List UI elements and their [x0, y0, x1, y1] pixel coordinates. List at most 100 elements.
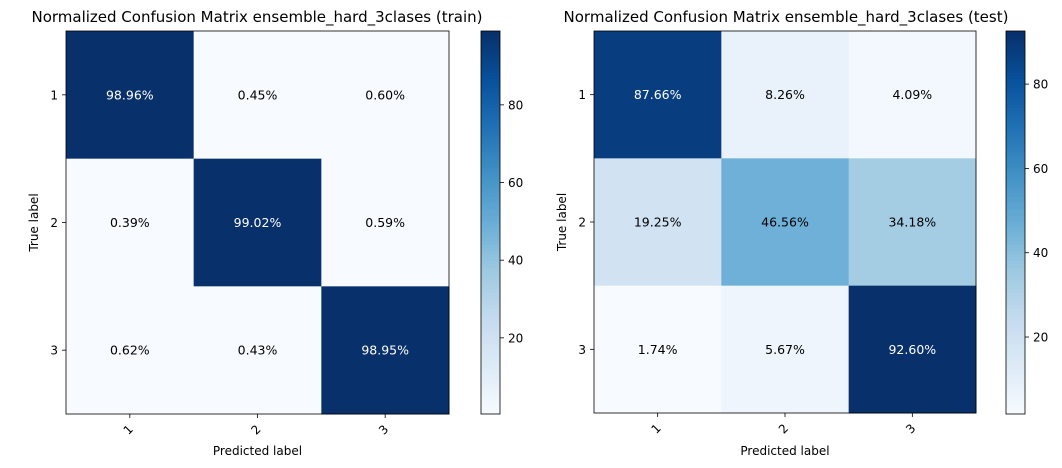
colorbar-segment — [481, 302, 500, 307]
colorbar-segment — [481, 120, 500, 125]
colorbar-segment — [1006, 82, 1025, 86]
colorbar-segment — [1006, 50, 1025, 54]
y-axis-label: True label — [555, 193, 569, 252]
colorbar-segment — [481, 308, 500, 313]
colorbar-segment — [481, 34, 500, 38]
colorbar-segment — [1006, 273, 1025, 278]
chart-title: Normalized Confusion Matrix ensemble_har… — [31, 8, 482, 27]
colorbar-segment — [481, 129, 500, 134]
y-tick-label: 2 — [50, 216, 58, 230]
colorbar-segment — [1006, 362, 1025, 367]
colorbar-segment — [481, 343, 500, 348]
colorbar-segment — [481, 228, 500, 233]
colorbar-segment — [1006, 155, 1025, 160]
cell-label: 19.25% — [634, 215, 682, 230]
colorbar-segment — [481, 257, 500, 262]
colorbar-segment — [481, 369, 500, 374]
colorbar-segment — [481, 295, 500, 300]
colorbar-segment — [1006, 216, 1025, 220]
colorbar-segment — [1006, 184, 1025, 188]
colorbar-segment — [1006, 391, 1025, 396]
colorbar-segment — [1006, 401, 1025, 406]
colorbar-segment — [1006, 110, 1025, 115]
cell-label: 0.43% — [238, 343, 278, 358]
colorbar-tick-label: 20 — [508, 331, 523, 345]
colorbar-segment — [481, 283, 500, 287]
colorbar-segment — [1006, 43, 1025, 48]
colorbar-segment — [481, 267, 500, 271]
colorbar-segment — [1006, 149, 1025, 153]
colorbar-segment — [1006, 66, 1025, 70]
colorbar-segment — [1006, 75, 1025, 80]
colorbar-segment — [481, 244, 500, 249]
colorbar-segment — [1006, 113, 1025, 118]
heatmap-cell — [193, 286, 322, 415]
colorbar-segment — [481, 305, 500, 310]
cell-label: 87.66% — [634, 87, 682, 102]
colorbar-segment — [481, 85, 500, 90]
colorbar-segment — [1006, 375, 1025, 380]
colorbar-segment — [481, 260, 500, 265]
colorbar-segment — [481, 407, 500, 412]
colorbar-segment — [481, 53, 500, 58]
colorbar-segment — [481, 40, 500, 45]
colorbar-segment — [481, 241, 500, 246]
colorbar-segment — [481, 331, 500, 335]
colorbar-segment — [1006, 248, 1025, 252]
colorbar-segment — [481, 398, 500, 402]
heatmap-cell — [321, 158, 450, 287]
heatmap-cell — [848, 31, 977, 159]
colorbar-segment — [1006, 410, 1025, 415]
colorbar-segment — [1006, 388, 1025, 393]
x-tick-label: 3 — [376, 422, 391, 437]
colorbar-segment — [481, 388, 500, 393]
colorbar-segment — [481, 286, 500, 291]
colorbar-segment — [481, 190, 500, 195]
colorbar-segment — [1006, 129, 1025, 134]
chart-panel-1: Normalized Confusion Matrix ensemble_har… — [27, 8, 523, 458]
chart-title: Normalized Confusion Matrix ensemble_har… — [564, 8, 1009, 27]
x-tick-label: 2 — [776, 421, 791, 436]
colorbar-segment — [1006, 356, 1025, 361]
colorbar-segment — [481, 219, 500, 224]
x-tick-label: 1 — [648, 421, 663, 436]
colorbar-segment — [1006, 254, 1025, 259]
colorbar-segment — [1006, 72, 1025, 77]
colorbar-segment — [481, 324, 500, 329]
colorbar-segment — [1006, 385, 1025, 390]
colorbar-segment — [1006, 228, 1025, 233]
cell-label: 4.09% — [892, 87, 932, 102]
colorbar-segment — [1006, 343, 1025, 348]
colorbar-segment — [1006, 69, 1025, 74]
colorbar-segment — [1006, 91, 1025, 96]
x-tick-label: 3 — [903, 421, 918, 436]
colorbar-segment — [481, 350, 500, 354]
colorbar-segment — [481, 174, 500, 179]
colorbar-segment — [481, 276, 500, 281]
heatmap-cell — [594, 285, 722, 414]
colorbar-segment — [1006, 219, 1025, 224]
colorbar-segment — [481, 212, 500, 217]
colorbar-segment — [1006, 190, 1025, 195]
colorbar-segment — [1006, 331, 1025, 335]
colorbar-segment — [1006, 101, 1025, 106]
colorbar-segment — [481, 78, 500, 83]
cell-label: 0.60% — [365, 87, 405, 102]
colorbar-segment — [1006, 209, 1025, 214]
heatmap-cell — [721, 158, 850, 287]
colorbar-segment — [1006, 53, 1025, 58]
colorbar-segment — [1006, 260, 1025, 265]
colorbar-segment — [481, 372, 500, 377]
colorbar-segment — [1006, 337, 1025, 342]
colorbar-segment — [481, 37, 500, 42]
heatmap-cell — [193, 31, 322, 160]
cell-label: 98.96% — [106, 87, 154, 102]
colorbar-segment — [1006, 139, 1025, 144]
colorbar-segment — [481, 311, 500, 316]
heatmap-cell — [848, 158, 977, 287]
cell-label: 0.39% — [110, 215, 150, 230]
colorbar-segment — [481, 299, 500, 303]
colorbar-segment — [481, 142, 500, 147]
colorbar-segment — [481, 136, 500, 141]
colorbar-segment — [481, 50, 500, 54]
